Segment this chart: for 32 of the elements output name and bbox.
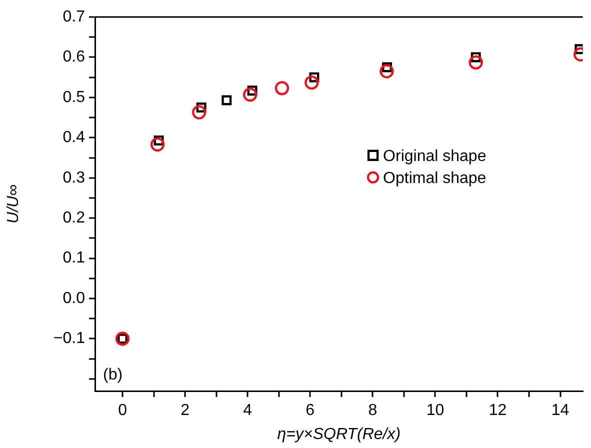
- x-tick-label: 2: [180, 402, 190, 420]
- point: [468, 55, 483, 70]
- legend-label: Original shape: [383, 148, 486, 165]
- y-tick-label: 0.6: [62, 48, 86, 66]
- x-tick-label: 10: [426, 402, 444, 420]
- point: [380, 64, 394, 78]
- point: [115, 332, 130, 346]
- y-tick-label: 0.4: [62, 129, 86, 146]
- x-tick-label: 0: [118, 402, 128, 420]
- y-tick-label: 0.2: [62, 209, 86, 226]
- x-tick-label: 14: [551, 402, 570, 420]
- x-tick-label: 8: [368, 402, 378, 420]
- y-tick-label: 0.3: [62, 169, 86, 186]
- point: [304, 75, 319, 90]
- x-axis-title: η=y×SQRT(Re/x): [277, 426, 401, 443]
- annotation: (b): [103, 366, 123, 384]
- point: [242, 88, 258, 102]
- point: [192, 105, 206, 120]
- point: [309, 72, 320, 82]
- x-tick-label: 12: [488, 402, 507, 420]
- y-tick-label: 0.0: [62, 290, 86, 307]
- point: [150, 137, 165, 152]
- y-axis-title: U/U∞: [5, 184, 22, 224]
- x-tick-label: 4: [243, 402, 252, 420]
- y-tick-label: 0.1: [62, 250, 86, 267]
- y-tick-label: −0.1: [53, 330, 86, 348]
- legend-label: Optimal shape: [383, 170, 486, 187]
- y-tick-label: 0.7: [62, 8, 86, 26]
- y-tick-label: 0.5: [62, 88, 86, 106]
- point: [274, 81, 290, 96]
- point: [222, 95, 232, 106]
- x-tick-label: 6: [306, 402, 315, 420]
